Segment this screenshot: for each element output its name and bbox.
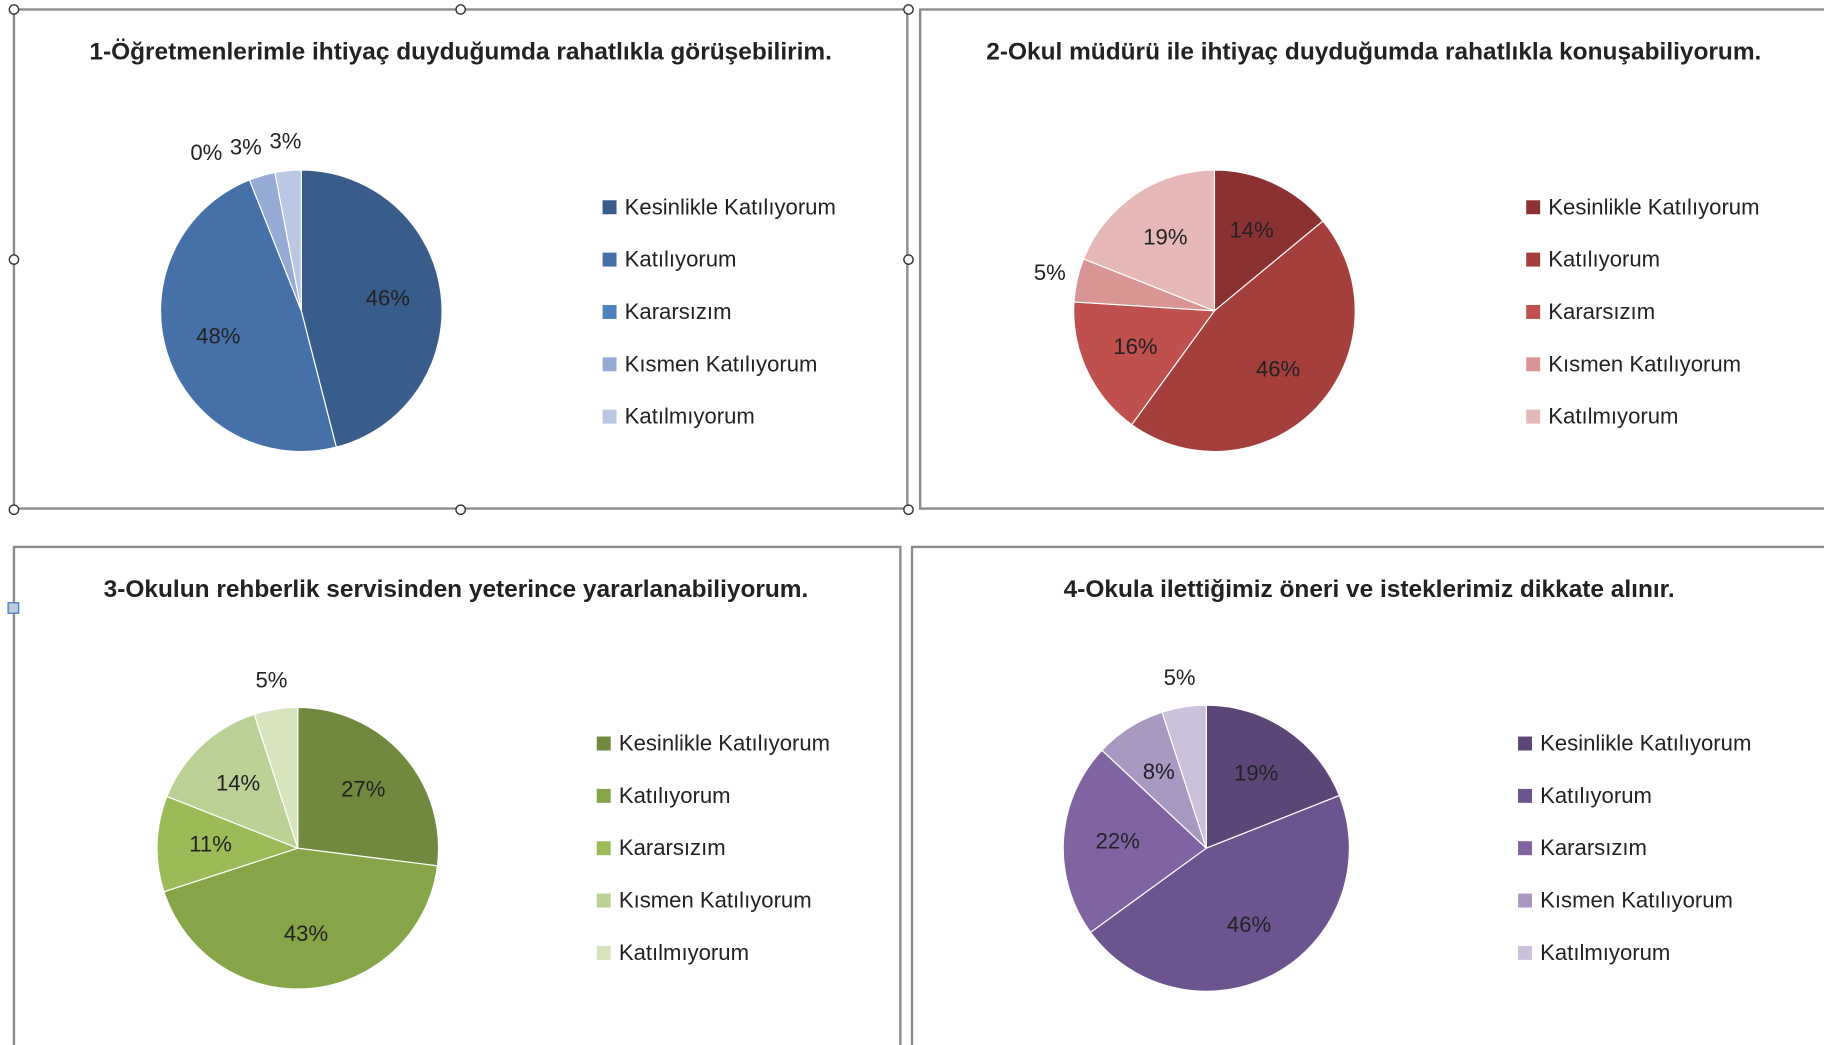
legend-swatch [596, 788, 611, 803]
data-label: 27% [341, 776, 385, 801]
pie-slice [1205, 704, 1341, 850]
handle [7, 602, 20, 614]
legend-label: Kesinlikle Katılıyorum [619, 731, 830, 756]
legend-label: Kesinlikle Katılıyorum [1540, 731, 1751, 756]
pie-slice [1130, 220, 1356, 453]
legend-swatch [596, 841, 611, 856]
chart-title: 1-Öğretmenlerimle ihtiyaç duyduğumda rah… [89, 38, 832, 66]
pie-slice [1161, 704, 1207, 849]
data-label: 46% [1256, 356, 1300, 381]
legend-label: Kısmen Katılıyorum [1548, 351, 1741, 376]
legend-label: Katılmıyorum [1540, 940, 1670, 965]
data-label: 43% [284, 921, 328, 946]
data-label: 5% [1034, 260, 1066, 285]
title-box: 3-Okulun rehberlik servisinden yeterince… [103, 576, 809, 603]
legend-swatch [1526, 304, 1541, 319]
legend-swatch [602, 252, 617, 267]
data-label: 14% [216, 770, 260, 795]
legend-swatch [602, 200, 617, 215]
data-label: 5% [255, 667, 287, 692]
legend-label: Kısmen Katılıyorum [619, 888, 812, 913]
data-label: 8% [1143, 759, 1175, 784]
title-box: 1-Öğretmenlerimle ihtiyaç duyduğumda rah… [89, 38, 832, 66]
legend-swatch [1526, 252, 1541, 267]
legend-label: Katılmıyorum [1548, 404, 1678, 429]
legend-swatch [1518, 736, 1533, 751]
legend-swatch [602, 304, 617, 319]
data-label: 46% [366, 286, 410, 311]
pie-slice [163, 847, 439, 990]
pie-slice [159, 179, 337, 453]
legend-label: Katılıyorum [1540, 783, 1652, 808]
legend-swatch [1526, 357, 1541, 372]
handle [8, 254, 20, 265]
pie-slice [274, 169, 302, 311]
panel-frame [918, 8, 1824, 510]
handle [8, 4, 20, 15]
legend-label: Kesinlikle Katılıyorum [1548, 194, 1759, 219]
legend-swatch [596, 736, 611, 751]
pie-slice [1062, 749, 1208, 934]
title-box: 2-Okul müdürü ile ihtiyaç duyduğumda rah… [986, 38, 1762, 66]
legend-label: Katılıyorum [625, 247, 737, 272]
chart-title: 3-Okulun rehberlik servisinden yeterince… [103, 576, 809, 603]
pie-slice [297, 706, 440, 867]
pie-slice [1089, 794, 1350, 992]
legend-swatch [1518, 788, 1533, 803]
legend-label: Katılmıyorum [619, 940, 749, 965]
handle [455, 4, 467, 15]
legend-label: Katılmıyorum [625, 404, 755, 429]
pie-slice [1213, 169, 1324, 313]
data-label: 5% [1164, 665, 1196, 690]
legend-label: Kararsızım [1548, 299, 1655, 324]
panel-frame [12, 545, 902, 1045]
legend-swatch [1518, 945, 1533, 960]
pie-slice [300, 169, 443, 448]
data-label: 48% [196, 324, 240, 349]
legend-label: Kararsızım [1540, 835, 1647, 860]
pie-slice [1082, 169, 1216, 312]
pie-slice [253, 706, 299, 849]
chart-title: 4-Okula ilettiğimiz öneri ve isteklerimi… [1063, 576, 1675, 603]
data-label: 3% [269, 129, 301, 154]
legend-label: Kısmen Katılıyorum [625, 351, 818, 376]
legend-swatch [602, 357, 617, 372]
legend-swatch [596, 945, 611, 960]
legend-label: Katılıyorum [1548, 247, 1660, 272]
data-label: 3% [230, 135, 262, 160]
legend-label: Katılıyorum [619, 783, 731, 808]
handle [903, 4, 914, 15]
legend-label: Kararsızım [619, 835, 726, 860]
data-label: 46% [1227, 912, 1271, 937]
chart-title: 2-Okul müdürü ile ihtiyaç duyduğumda rah… [986, 38, 1762, 66]
handle [455, 504, 467, 516]
handle [903, 504, 914, 516]
pie-slice [156, 795, 300, 893]
legend-swatch [1526, 409, 1541, 424]
title-box: 4-Okula ilettiğimiz öneri ve isteklerimi… [1063, 576, 1675, 603]
data-label: 19% [1143, 224, 1187, 249]
selection-handles [7, 4, 914, 614]
legend-swatch [1518, 841, 1533, 856]
legend-swatch [602, 409, 617, 424]
handle [8, 504, 20, 516]
legend-label: Kararsızım [625, 299, 732, 324]
legend-swatch [596, 893, 611, 908]
data-label: 16% [1113, 334, 1157, 359]
data-label: 14% [1229, 218, 1273, 243]
pie-slice [1073, 301, 1216, 426]
data-label: 22% [1096, 828, 1140, 853]
data-label: 0% [190, 140, 222, 165]
data-label: 11% [189, 831, 232, 856]
legend-swatch [1526, 200, 1541, 215]
legend-label: Kısmen Katılıyorum [1540, 888, 1733, 913]
panel-frame [910, 545, 1824, 1045]
handle [903, 254, 914, 265]
data-label: 19% [1234, 761, 1278, 786]
legend-swatch [1518, 893, 1533, 908]
legend-label: Kesinlikle Katılıyorum [625, 194, 836, 219]
